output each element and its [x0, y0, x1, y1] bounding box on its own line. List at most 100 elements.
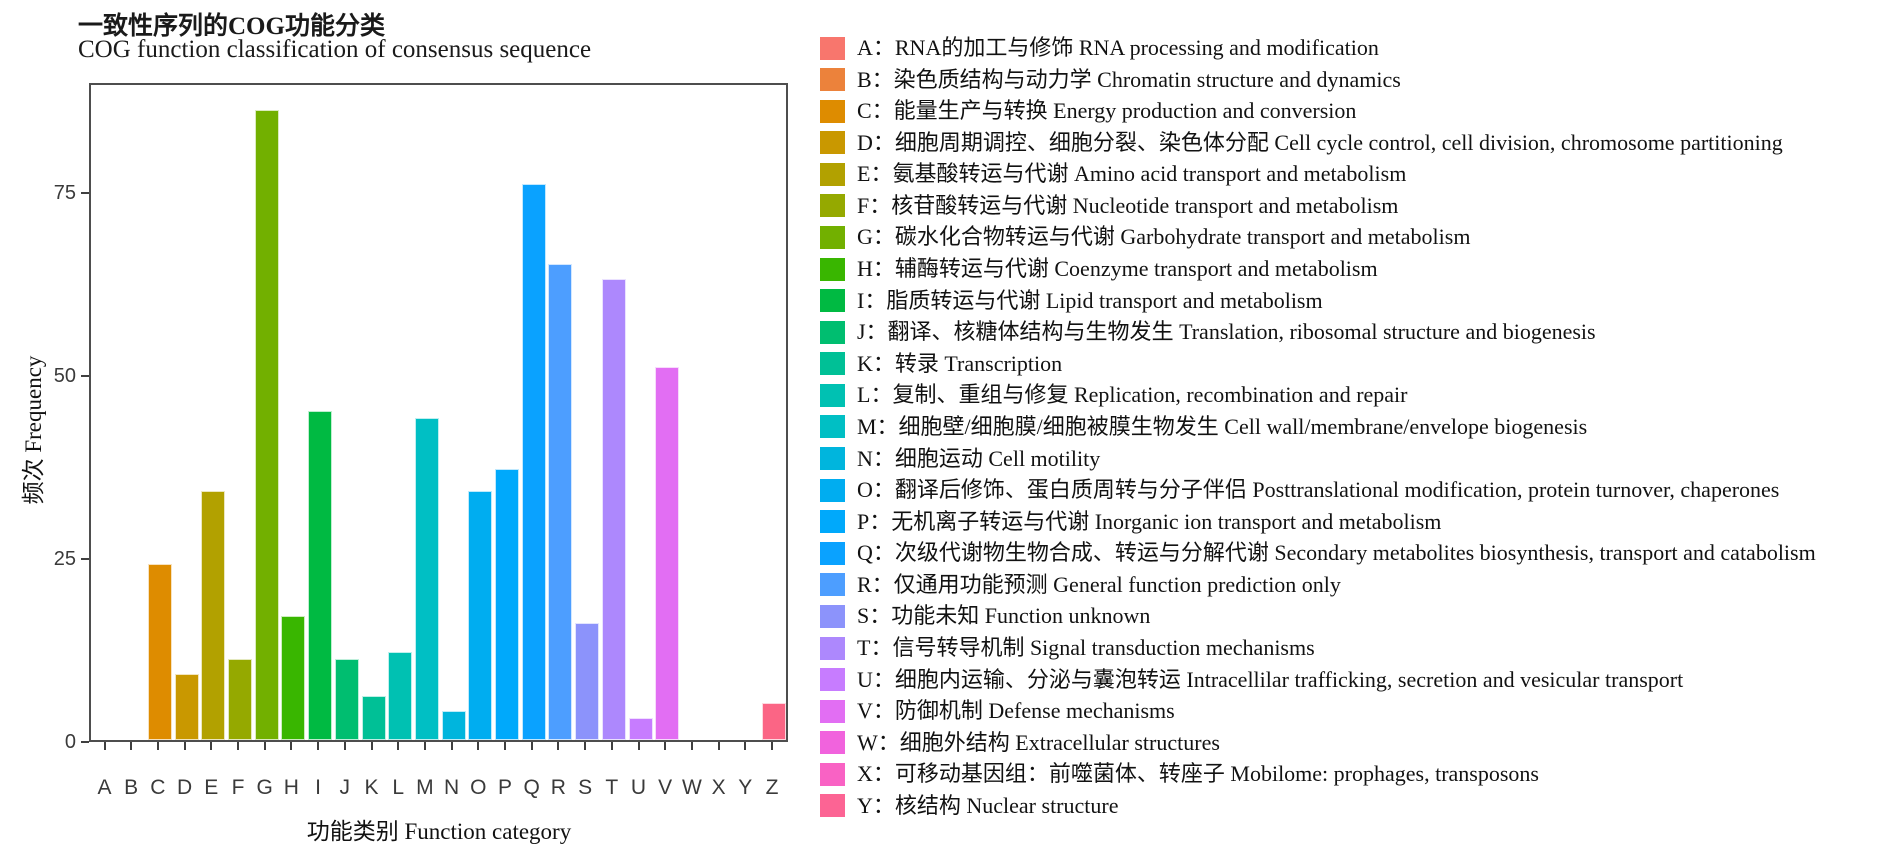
bar-Q	[521, 183, 546, 740]
x-tick-mark-Z	[771, 742, 773, 750]
x-tick-mark-H	[290, 742, 293, 750]
x-tick-mark-J	[343, 742, 346, 750]
legend-label-O: O：翻译后修饰、蛋白质周转与分子伴侣 Posttranslational mod…	[857, 477, 1780, 503]
x-tick-mark-V	[664, 742, 667, 750]
bar-G	[254, 110, 279, 740]
legend-swatch-F	[820, 194, 845, 218]
bar-C	[147, 564, 172, 740]
bar-L	[388, 652, 413, 740]
bar-J	[334, 659, 359, 740]
y-tick-mark-25	[81, 558, 89, 560]
legend-swatch-A	[820, 36, 845, 60]
legend-swatch-X	[820, 762, 845, 786]
legend-label-S: S：功能未知 Function unknown	[857, 603, 1151, 629]
legend-swatch-B	[820, 68, 845, 92]
legend-item-D: D：细胞周期调控、细胞分裂、染色体分配 Cell cycle control, …	[820, 130, 1783, 155]
x-tick-label-X: X	[711, 776, 726, 799]
x-tick-label-P: P	[497, 776, 512, 799]
legend-item-C: C：能量生产与转换 Energy production and conversi…	[820, 99, 1356, 123]
x-tick-mark-S	[584, 742, 587, 750]
legend-label-Q: Q：次级代谢物生物合成、转运与分解代谢 Secondary metabolite…	[857, 540, 1816, 566]
x-tick-label-M: M	[416, 776, 434, 799]
x-tick-mark-I	[317, 742, 320, 750]
legend-swatch-U	[820, 668, 845, 692]
legend-label-L: L：复制、重组与修复 Replication, recombination an…	[857, 382, 1408, 408]
bar-M	[414, 417, 439, 740]
y-tick-label-75: 75	[53, 182, 76, 204]
x-tick-mark-E	[210, 742, 213, 750]
x-tick-label-W: W	[681, 776, 702, 799]
legend-label-U: U：细胞内运输、分泌与囊泡转运 Intracellilar traffickin…	[857, 666, 1684, 692]
x-tick-mark-U	[637, 742, 640, 750]
legend-item-M: M：细胞壁/细胞膜/细胞被膜生物发生 Cell wall/membrane/en…	[820, 413, 1588, 439]
legend-label-J: J：翻译、核糖体结构与生物发生 Translation, ribosomal s…	[857, 319, 1596, 345]
legend-label-I: I：脂质转运与代谢 Lipid transport and metabolism	[857, 287, 1323, 313]
x-tick-mark-C	[156, 742, 159, 750]
legend-swatch-I	[820, 289, 845, 313]
bar-F	[228, 659, 252, 740]
x-tick-mark-A	[103, 742, 106, 750]
bar-T	[601, 278, 626, 740]
legend-item-N: N：细胞运动 Cell motility	[820, 446, 1100, 471]
legend-label-E: E：氨基酸转运与代谢 Amino acid transport and meta…	[857, 161, 1407, 187]
legend-swatch-W	[820, 731, 845, 755]
y-tick-mark-75	[81, 192, 89, 194]
x-tick-label-F: F	[231, 776, 245, 799]
y-tick-mark-50	[81, 375, 89, 377]
x-tick-label-G: G	[256, 776, 273, 799]
x-tick-mark-N	[450, 742, 453, 750]
legend-label-Y: Y：核结构 Nuclear structure	[857, 792, 1119, 818]
legend-item-F: F：核苷酸转运与代谢 Nucleotide transport and meta…	[820, 193, 1398, 218]
x-tick-label-N: N	[444, 776, 460, 799]
legend-label-H: H：辅酶转运与代谢 Coenzyme transport and metabol…	[857, 256, 1378, 282]
bar-O	[468, 491, 493, 740]
x-axis-title: 功能类别 Function category	[306, 819, 572, 844]
x-tick-label-E: E	[204, 776, 219, 799]
bar-R	[548, 264, 573, 740]
x-tick-label-D: D	[177, 776, 193, 799]
x-tick-label-T: T	[605, 776, 619, 799]
bar-P	[495, 469, 519, 740]
x-tick-mark-G	[263, 742, 266, 750]
bar-V	[655, 366, 680, 740]
legend-item-S: S：功能未知 Function unknown	[820, 604, 1150, 628]
legend-swatch-T	[820, 636, 845, 660]
chart-title-cn: 一致性序列的COG功能分类	[78, 13, 385, 40]
legend-item-B: B：染色质结构与动力学 Chromatin structure and dyna…	[820, 67, 1401, 92]
bar-S	[575, 622, 600, 740]
bar-Z	[762, 703, 786, 740]
x-tick-label-L: L	[392, 776, 405, 799]
y-axis-title: 频次 Frequency	[21, 355, 46, 505]
legend-item-X: X：可移动基因组：前噬菌体、转座子 Mobilome: prophages, t…	[820, 762, 1539, 786]
x-tick-mark-D	[183, 742, 186, 750]
bar-K	[361, 696, 386, 740]
legend-label-V: V：防御机制 Defense mechanisms	[857, 698, 1175, 724]
legend-label-M: M：细胞壁/细胞膜/细胞被膜生物发生 Cell wall/membrane/en…	[857, 413, 1588, 439]
legend-item-R: R：仅通用功能预测 General function prediction on…	[820, 572, 1341, 597]
legend-swatch-N	[820, 447, 845, 471]
legend-item-I: I：脂质转运与代谢 Lipid transport and metabolism	[820, 287, 1323, 313]
legend-item-W: W：细胞外结构 Extracellular structures	[820, 730, 1220, 755]
legend-swatch-V	[820, 699, 845, 723]
legend-item-L: L：复制、重组与修复 Replication, recombination an…	[820, 383, 1407, 407]
legend-swatch-G	[820, 225, 845, 249]
x-tick-label-Q: Q	[523, 776, 540, 799]
legend-swatch-L	[820, 383, 845, 407]
bar-U	[628, 718, 653, 740]
x-tick-mark-T	[610, 742, 613, 750]
legend-item-K: K：转录 Transcription	[820, 351, 1062, 376]
bar-E	[201, 491, 226, 740]
x-tick-label-A: A	[97, 776, 112, 799]
y-tick-mark-0	[81, 741, 89, 743]
plot-panel	[89, 83, 788, 742]
x-tick-label-J: J	[339, 776, 351, 799]
x-tick-mark-X	[717, 742, 720, 750]
legend: A：RNA的加工与修饰 RNA processing and modificat…	[820, 0, 1888, 863]
legend-label-P: P：无机离子转运与代谢 Inorganic ion transport and …	[857, 508, 1442, 534]
x-tick-label-Y: Y	[738, 776, 753, 799]
legend-swatch-E	[820, 162, 845, 186]
legend-swatch-H	[820, 257, 845, 281]
legend-label-G: G：碳水化合物转运与代谢 Garbohydrate transport and …	[857, 224, 1471, 250]
legend-item-A: A：RNA的加工与修饰 RNA processing and modificat…	[820, 36, 1379, 60]
bar-D	[174, 674, 199, 740]
